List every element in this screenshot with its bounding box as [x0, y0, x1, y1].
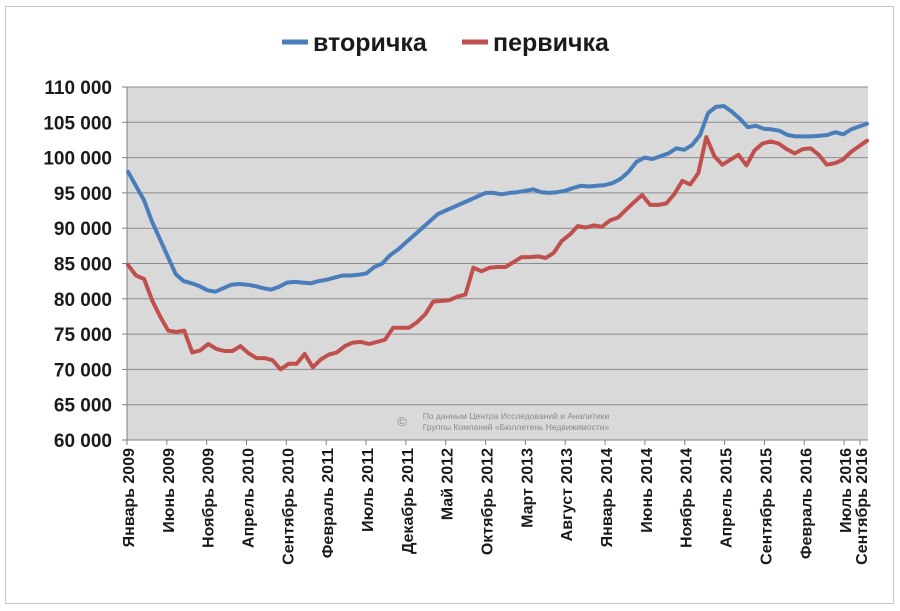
x-tick-label: Октябрь 2012 [480, 448, 497, 555]
y-tick-label: 70 000 [54, 360, 112, 381]
legend: вторичка первичка [282, 29, 610, 57]
x-axis-tick-labels: Январь 2009 Июнь 2009 Ноябрь 2009 Апрель 20… [121, 440, 871, 565]
legend-label-primary: первичка [493, 29, 610, 57]
y-tick-label: 95 000 [54, 184, 112, 205]
x-tick-label: Август 2013 [559, 448, 576, 541]
y-tick-label: 65 000 [54, 396, 112, 417]
x-tick-label: Сентябрь 2010 [280, 448, 297, 565]
x-tick-label: Декабрь 2011 [400, 448, 417, 554]
x-tick-label: Сентябрь 2016 [854, 448, 871, 565]
x-tick-label: Март 2013 [519, 448, 536, 528]
x-tick-label: Январь 2014 [599, 448, 616, 547]
y-tick-label: 90 000 [54, 219, 112, 240]
x-tick-label: Январь 2009 [121, 448, 138, 547]
y-tick-label: 85 000 [54, 255, 112, 276]
y-tick-label: 105 000 [43, 113, 112, 134]
legend-label-secondary: вторичка [313, 29, 428, 57]
x-tick-label: Ноябрь 2009 [201, 448, 218, 548]
x-tick-label: Июнь 2009 [161, 448, 178, 533]
y-tick-label: 100 000 [43, 149, 112, 170]
data-series [126, 104, 869, 372]
x-tick-label: Июль 2016 [838, 448, 855, 533]
y-tick-label: 60 000 [54, 431, 112, 452]
watermark: © По данным Центра Исследований и Аналит… [397, 411, 609, 432]
x-tick-label: Апрель 2010 [241, 448, 258, 548]
y-tick-label: 110 000 [44, 78, 112, 99]
x-tick-label: Апрель 2015 [719, 448, 736, 548]
series-line-primary [126, 135, 869, 372]
x-tick-label: Февраль 2011 [320, 448, 337, 558]
x-tick-label: Ноябрь 2014 [679, 448, 696, 548]
y-axis-tick-labels: 60 000 65 000 70 000 75 000 80 000 85 000 90 0… [43, 78, 127, 452]
watermark-line-1: По данным Центра Исследований и Аналитик… [423, 411, 610, 421]
y-tick-label: 80 000 [54, 290, 112, 311]
copyright-symbol: © [397, 414, 407, 429]
x-tick-label: Сентябрь 2015 [758, 448, 775, 565]
watermark-line-2: Группы Компаний «Бюллетень Недвижимости» [423, 422, 610, 432]
series-line-secondary [126, 104, 869, 294]
y-tick-label: 75 000 [54, 325, 112, 346]
x-tick-label: Июнь 2014 [639, 448, 656, 533]
x-tick-label: Июль 2011 [360, 448, 377, 532]
x-tick-label: Май 2012 [440, 448, 457, 520]
x-tick-label: Февраль 2016 [798, 448, 815, 559]
